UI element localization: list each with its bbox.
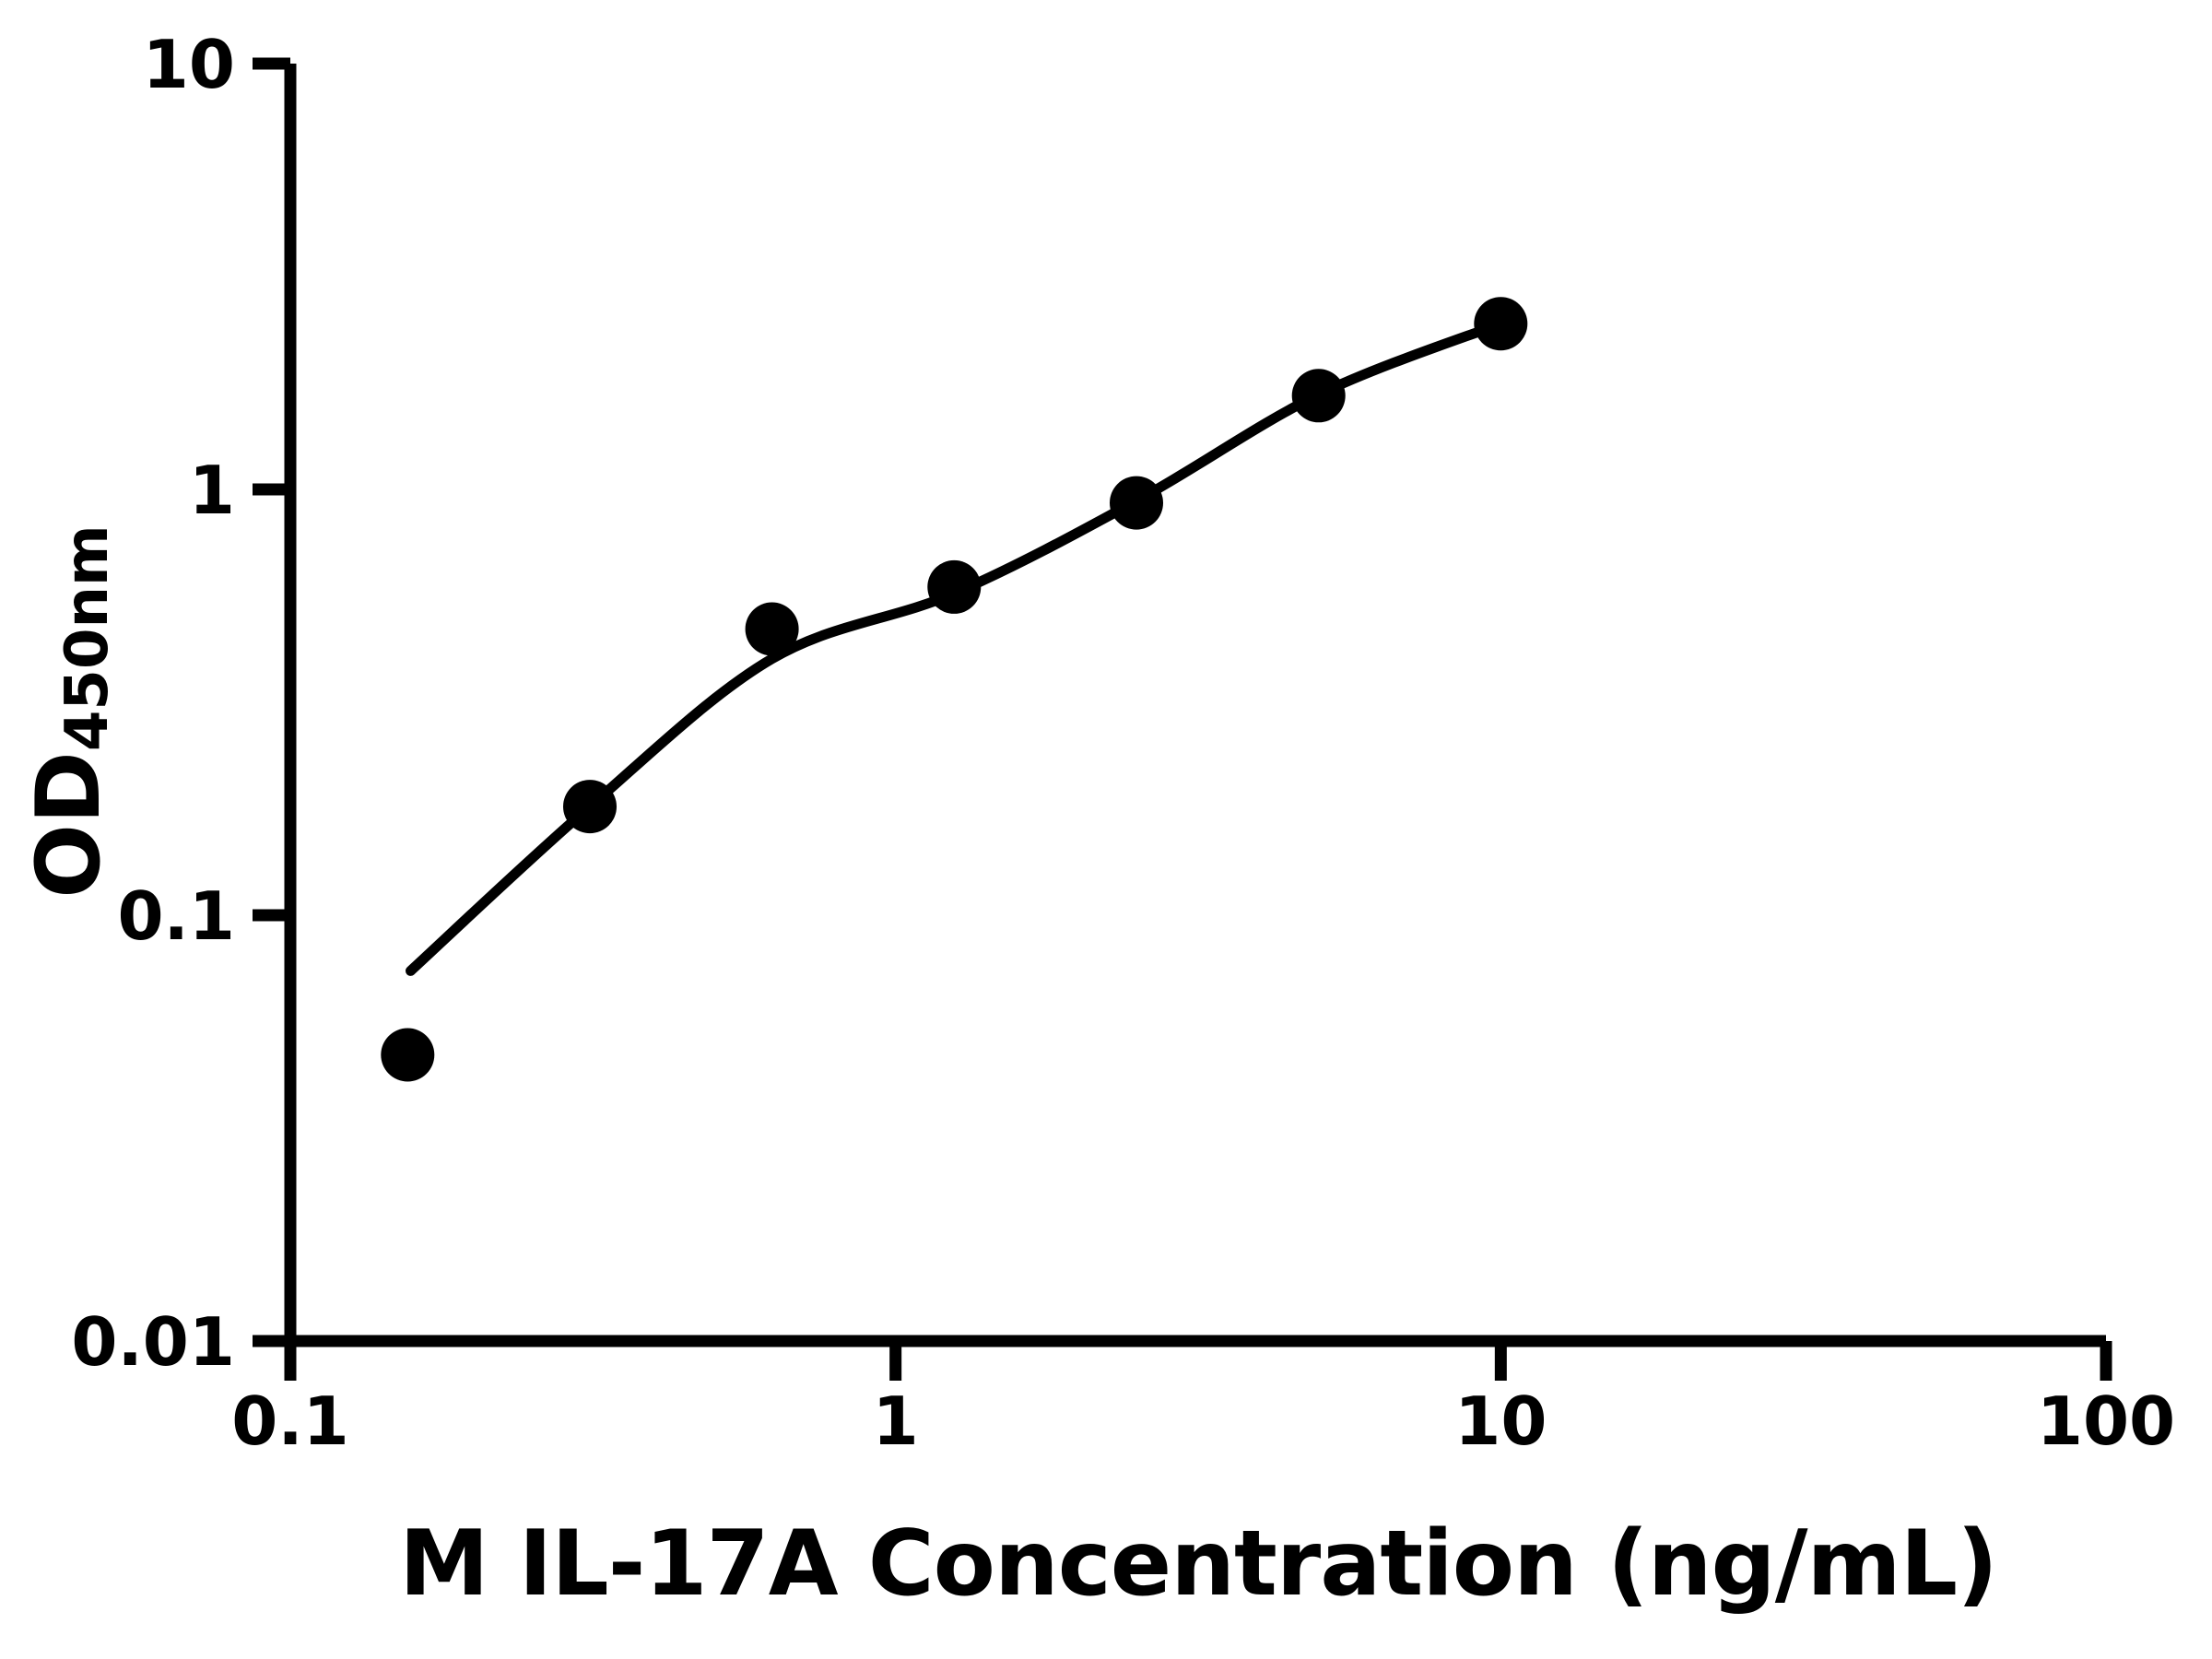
fit-curve	[406, 318, 1506, 976]
x-axis-title: M IL-17A Concentration (ng/mL)	[399, 1512, 1998, 1617]
axis-frame	[284, 64, 2106, 1347]
data-point-5	[1110, 476, 1163, 530]
x-tick-label-10: 10	[1454, 1382, 1547, 1460]
y-axis-title: OD450nm	[18, 524, 122, 898]
data-point-6	[1291, 369, 1346, 423]
data-point-2	[563, 780, 617, 834]
y-axis-title-subscript: 450nm	[53, 524, 122, 752]
data-point-7	[1474, 297, 1528, 351]
x-tick-label-0.1: 0.1	[231, 1382, 349, 1460]
data-point-3	[745, 602, 799, 656]
y-tick-label-0.01: 0.01	[71, 1303, 235, 1381]
x-tick-label-100: 100	[2037, 1382, 2175, 1460]
y-axis-title-main: OD	[18, 751, 121, 899]
y-tick-label-1: 1	[189, 452, 235, 529]
y-tick-label-0.1: 0.1	[117, 877, 235, 955]
y-tick-label-10: 10	[143, 26, 235, 103]
data-point-4	[927, 559, 982, 614]
data-point-1	[381, 1028, 435, 1082]
x-tick-label-1: 1	[873, 1382, 919, 1460]
